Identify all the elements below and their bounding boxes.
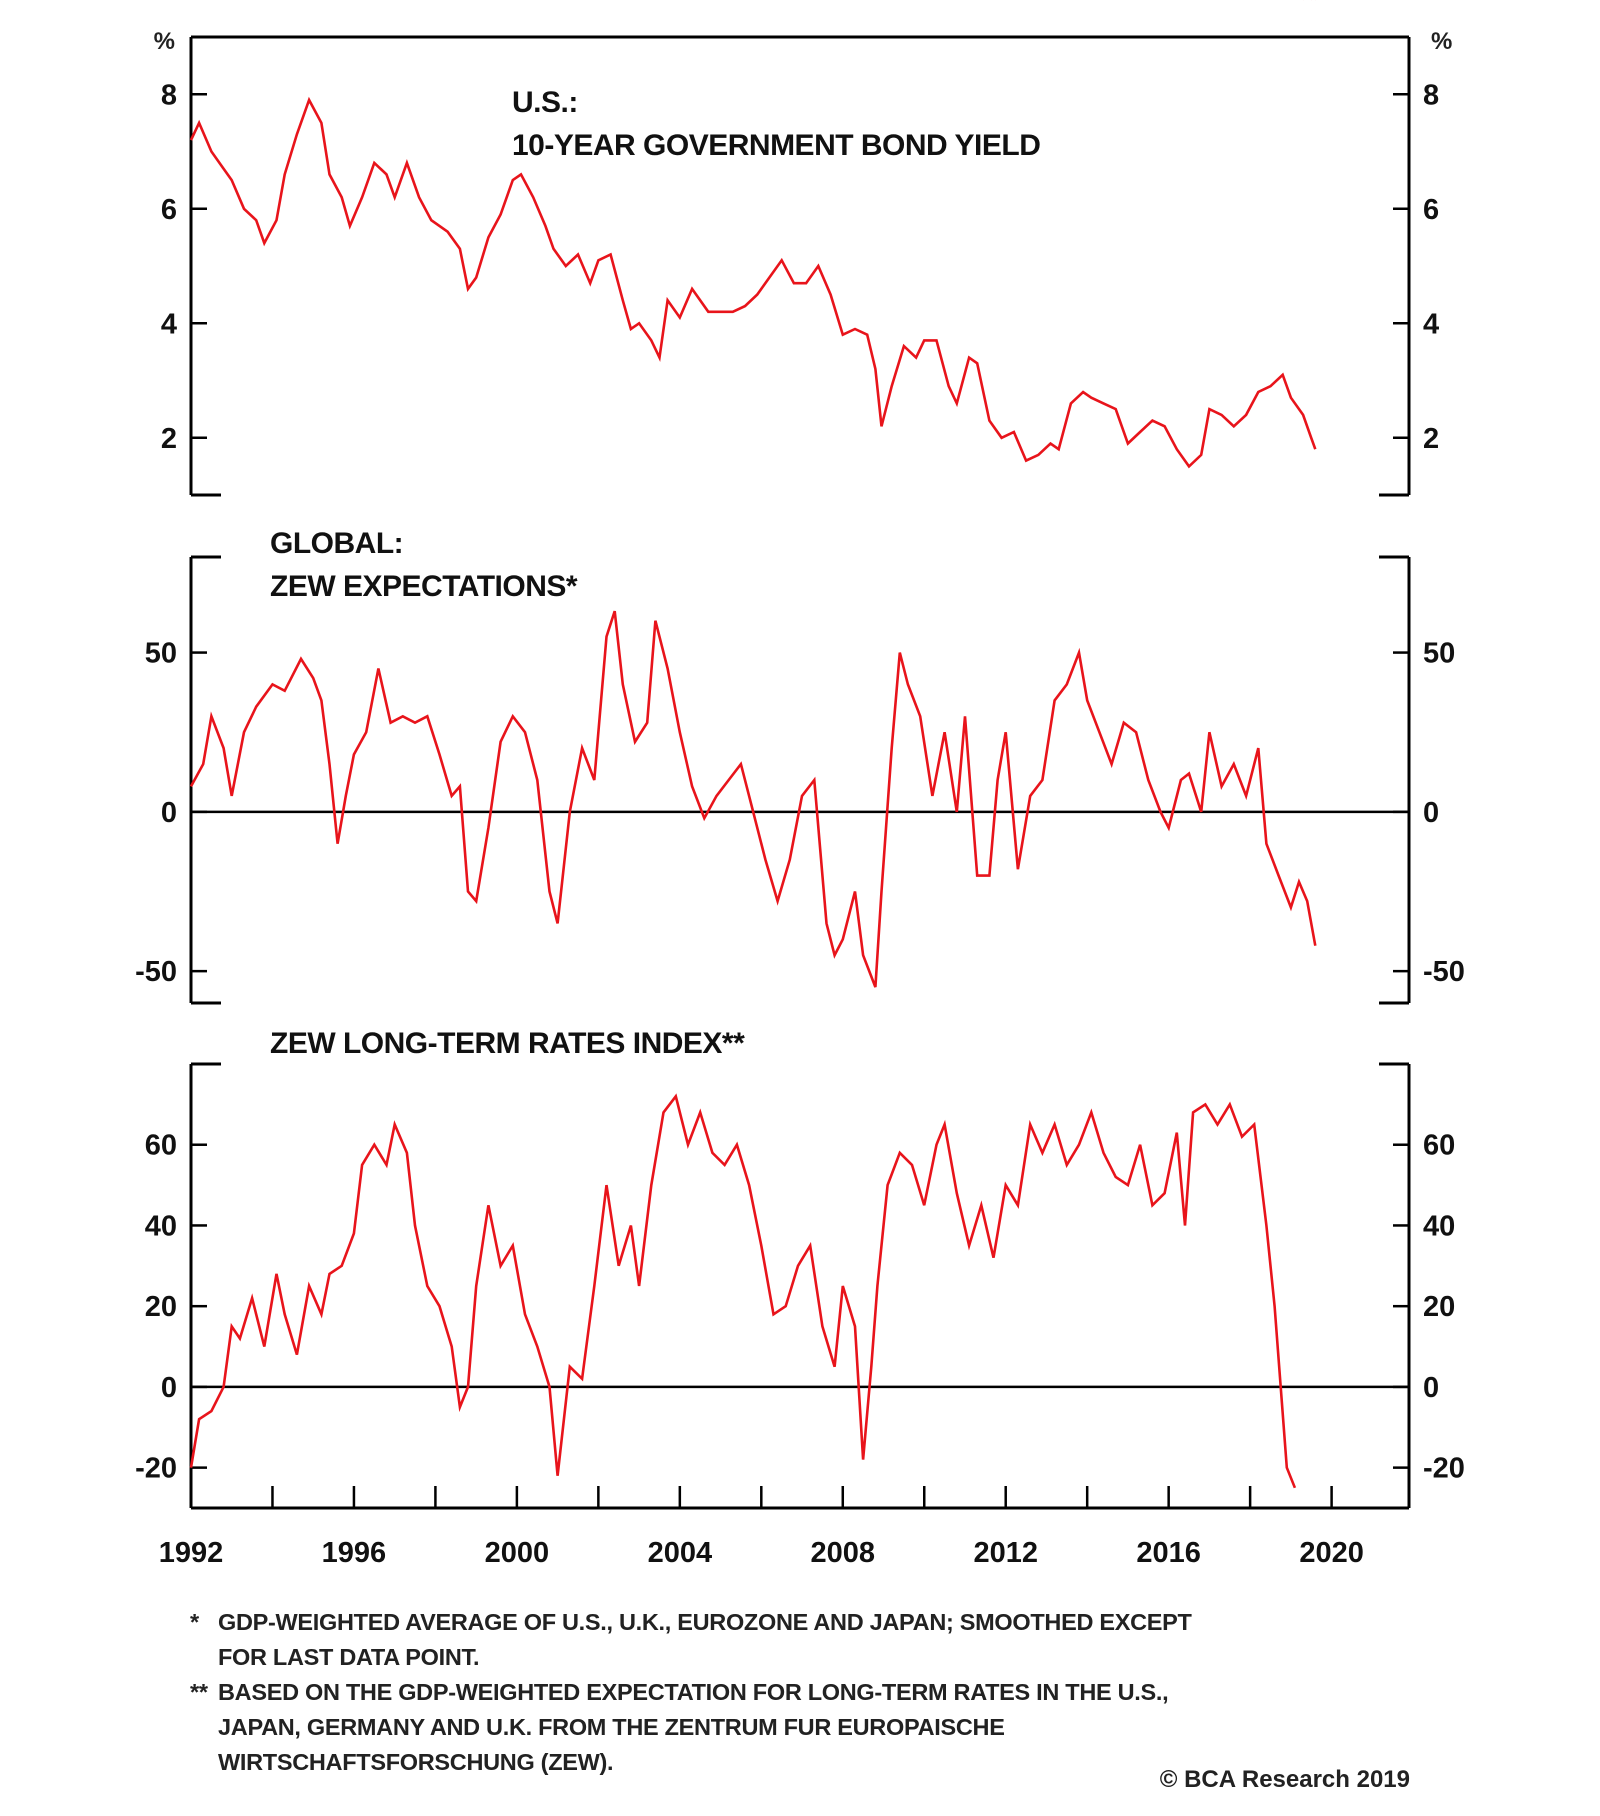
y-tick-label-left: 0 (161, 797, 177, 829)
y-tick-label-left: 6 (161, 194, 177, 226)
x-tick-label: 2020 (1299, 1537, 1364, 1569)
y-tick-label-right: -50 (1423, 956, 1465, 988)
y-tick-label-right: 40 (1423, 1210, 1455, 1242)
y-tick-label-right: -20 (1423, 1453, 1465, 1485)
footnote-1-line-1: GDP-WEIGHTED AVERAGE OF U.S., U.K., EURO… (218, 1609, 1192, 1635)
y-tick-label-right: 0 (1423, 797, 1439, 829)
series-line-us10y (189, 96, 1317, 469)
panel-title-line: GLOBAL: (270, 527, 403, 560)
y-tick-label-left: -20 (135, 1453, 177, 1485)
footnote-2-line-2: JAPAN, GERMANY AND U.K. FROM THE ZENTRUM… (218, 1714, 1005, 1740)
x-tick-label: 2016 (1136, 1537, 1201, 1569)
x-tick-label: 1996 (322, 1537, 387, 1569)
y-tick-label-left: 50 (145, 638, 177, 670)
y-tick-label-right: 0 (1423, 1372, 1439, 1404)
y-tick-label-left: 20 (145, 1291, 177, 1323)
footnotes: * GDP-WEIGHTED AVERAGE OF U.S., U.K., EU… (190, 1605, 1390, 1780)
panel-title-line: ZEW LONG-TERM RATES INDEX** (270, 1027, 745, 1060)
x-tick-label: 2012 (973, 1537, 1038, 1569)
footnote-1: * GDP-WEIGHTED AVERAGE OF U.S., U.K., EU… (190, 1605, 1390, 1675)
y-tick-label-right: 60 (1423, 1130, 1455, 1162)
y-unit-label-left: % (154, 28, 175, 55)
series-line-zew_long_term_rates (189, 1093, 1297, 1489)
y-unit-label-right: % (1431, 28, 1452, 55)
y-tick-label-left: 40 (145, 1210, 177, 1242)
panel-title-line: ZEW EXPECTATIONS* (270, 570, 578, 603)
y-tick-label-left: 2 (161, 423, 177, 455)
panel-title-line: U.S.: (512, 86, 578, 119)
x-tick-label: 2004 (648, 1537, 713, 1569)
y-tick-label-right: 20 (1423, 1291, 1455, 1323)
copyright-credit: © BCA Research 2019 (1159, 1766, 1410, 1793)
x-tick-label: 2000 (485, 1537, 550, 1569)
y-tick-label-left: -50 (135, 956, 177, 988)
y-tick-label-right: 6 (1423, 194, 1439, 226)
footnote-1-mark: * (190, 1609, 199, 1635)
y-tick-label-left: 4 (161, 308, 177, 340)
footnote-1-line-2: FOR LAST DATA POINT. (218, 1644, 480, 1670)
footnote-2-mark: ** (190, 1679, 208, 1705)
y-tick-label-right: 4 (1423, 308, 1439, 340)
y-tick-label-right: 50 (1423, 638, 1455, 670)
series-line-zew_expectations (189, 610, 1317, 988)
footnote-2-line-1: BASED ON THE GDP-WEIGHTED EXPECTATION FO… (218, 1679, 1169, 1705)
y-tick-label-left: 60 (145, 1130, 177, 1162)
y-tick-label-left: 8 (161, 79, 177, 111)
y-tick-label-right: 8 (1423, 79, 1439, 111)
footnote-2: ** BASED ON THE GDP-WEIGHTED EXPECTATION… (190, 1675, 1390, 1780)
footnote-2-line-3: WIRTSCHAFTSFORSCHUNG (ZEW). (218, 1749, 614, 1775)
x-tick-label: 1992 (159, 1537, 224, 1569)
x-tick-label: 2008 (811, 1537, 876, 1569)
panel-title-line: 10-YEAR GOVERNMENT BOND YIELD (512, 129, 1040, 162)
y-tick-label-left: 0 (161, 1372, 177, 1404)
y-tick-label-right: 2 (1423, 423, 1439, 455)
